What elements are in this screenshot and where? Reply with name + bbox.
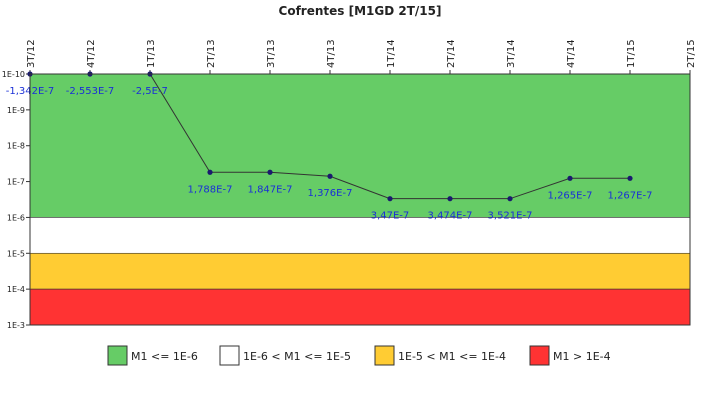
data-point: [327, 173, 333, 179]
data-label: 1,788E-7: [188, 184, 233, 195]
data-label: 1,847E-7: [248, 184, 293, 195]
band-0: [29, 73, 691, 218]
y-tick-label: 1E-5: [7, 249, 25, 258]
data-label: 3,521E-7: [488, 211, 533, 222]
data-label: 1,376E-7: [308, 188, 353, 199]
plot-frame: [29, 73, 691, 326]
data-point: [267, 169, 273, 175]
data-label: 3,474E-7: [428, 211, 473, 222]
data-point: [207, 169, 213, 175]
legend-label-0: M1 <= 1E-6: [131, 350, 198, 363]
x-tick-label: 3T/14: [506, 39, 517, 68]
legend-label-2: 1E-5 < M1 <= 1E-4: [398, 350, 506, 363]
y-tick-label: 1E-6: [7, 213, 25, 222]
data-label: -2,5E-7: [132, 86, 168, 97]
x-tick-label: 1T/14: [386, 39, 397, 68]
band-3: [29, 288, 691, 326]
legend-swatch-2: [374, 345, 395, 366]
x-tick-label: 2T/14: [446, 39, 457, 68]
data-label: 1,267E-7: [608, 190, 653, 201]
data-label: 3,47E-7: [371, 211, 410, 222]
legend-swatch-0: [107, 345, 128, 366]
y-tick-label: 1E-3: [7, 321, 25, 330]
data-label: 1,265E-7: [548, 190, 593, 201]
data-point: [507, 196, 513, 202]
x-tick-label: 4T/14: [566, 39, 577, 68]
y-tick-label: 1E-7: [7, 178, 25, 187]
x-tick-label: 1T/13: [146, 39, 157, 68]
y-tick-label: 1E-4: [7, 285, 25, 294]
band-2: [29, 252, 691, 290]
y-tick-label: 1E-9: [7, 106, 25, 115]
legend-label-3: M1 > 1E-4: [553, 350, 611, 363]
x-tick-label: 2T/15: [686, 39, 697, 68]
chart-title: Cofrentes [M1GD 2T/15]: [279, 4, 442, 18]
band-1: [29, 217, 691, 254]
data-point: [567, 175, 573, 181]
data-point: [447, 196, 453, 202]
data-label: -2,553E-7: [66, 86, 115, 97]
y-tick-label: 1E-10: [2, 70, 25, 79]
legend-swatch-3: [529, 345, 550, 366]
x-tick-label: 2T/13: [206, 39, 217, 68]
legend-swatch-1: [219, 345, 240, 366]
x-tick-label: 1T/15: [626, 39, 637, 68]
x-tick-label: 4T/13: [326, 39, 337, 68]
legend-label-1: 1E-6 < M1 <= 1E-5: [243, 350, 351, 363]
x-tick-label: 3T/12: [26, 39, 37, 68]
data-point: [627, 175, 633, 181]
data-point: [387, 196, 393, 202]
x-tick-label: 4T/12: [86, 39, 97, 68]
x-tick-label: 3T/13: [266, 39, 277, 68]
y-tick-label: 1E-8: [7, 142, 25, 151]
